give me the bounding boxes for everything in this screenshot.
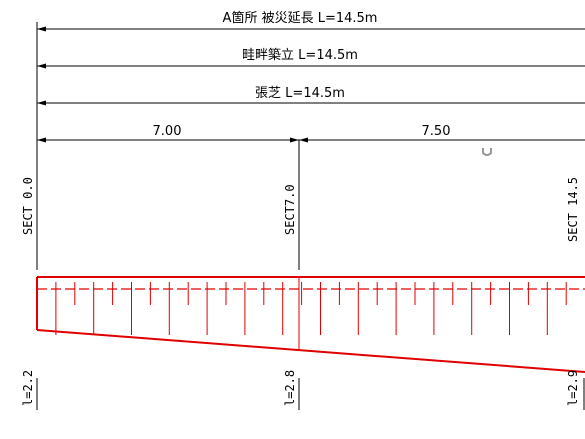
- segment-2-label: 7.50: [422, 124, 451, 139]
- length-label-left: l=2.2: [21, 370, 35, 406]
- arrow-seg-mid-right: [299, 137, 308, 143]
- arrowheads: [37, 26, 308, 143]
- turf-length-label: 張芝 L=14.5m: [255, 85, 345, 101]
- segment-1-label: 7.00: [153, 124, 182, 139]
- bottom-markers: [36, 378, 585, 410]
- overall-length-label: A箇所 被災延長 L=14.5m: [223, 10, 378, 26]
- arrow-seg-mid-left: [290, 137, 299, 143]
- section-label-right: SECT 14.5: [566, 177, 580, 242]
- turf-profile: [36, 276, 585, 373]
- section-label-middle: SECT7.0: [283, 184, 297, 235]
- arrow-seg-left: [37, 137, 46, 143]
- section-label-left: SECT 0.0: [21, 177, 35, 235]
- ridge-length-label: 畦畔築立 L=14.5m: [242, 48, 358, 63]
- arrow-turf: [37, 100, 46, 106]
- dimension-lines: [36, 22, 585, 270]
- arrow-ridge: [37, 63, 46, 69]
- profile-bottom-slope: [36, 329, 585, 373]
- length-label-right: l=2.9: [566, 370, 580, 406]
- profile-ticks: [55, 282, 567, 335]
- length-label-middle: l=2.8: [283, 370, 297, 406]
- gray-mark: [482, 148, 492, 156]
- arrow-overall: [37, 26, 46, 32]
